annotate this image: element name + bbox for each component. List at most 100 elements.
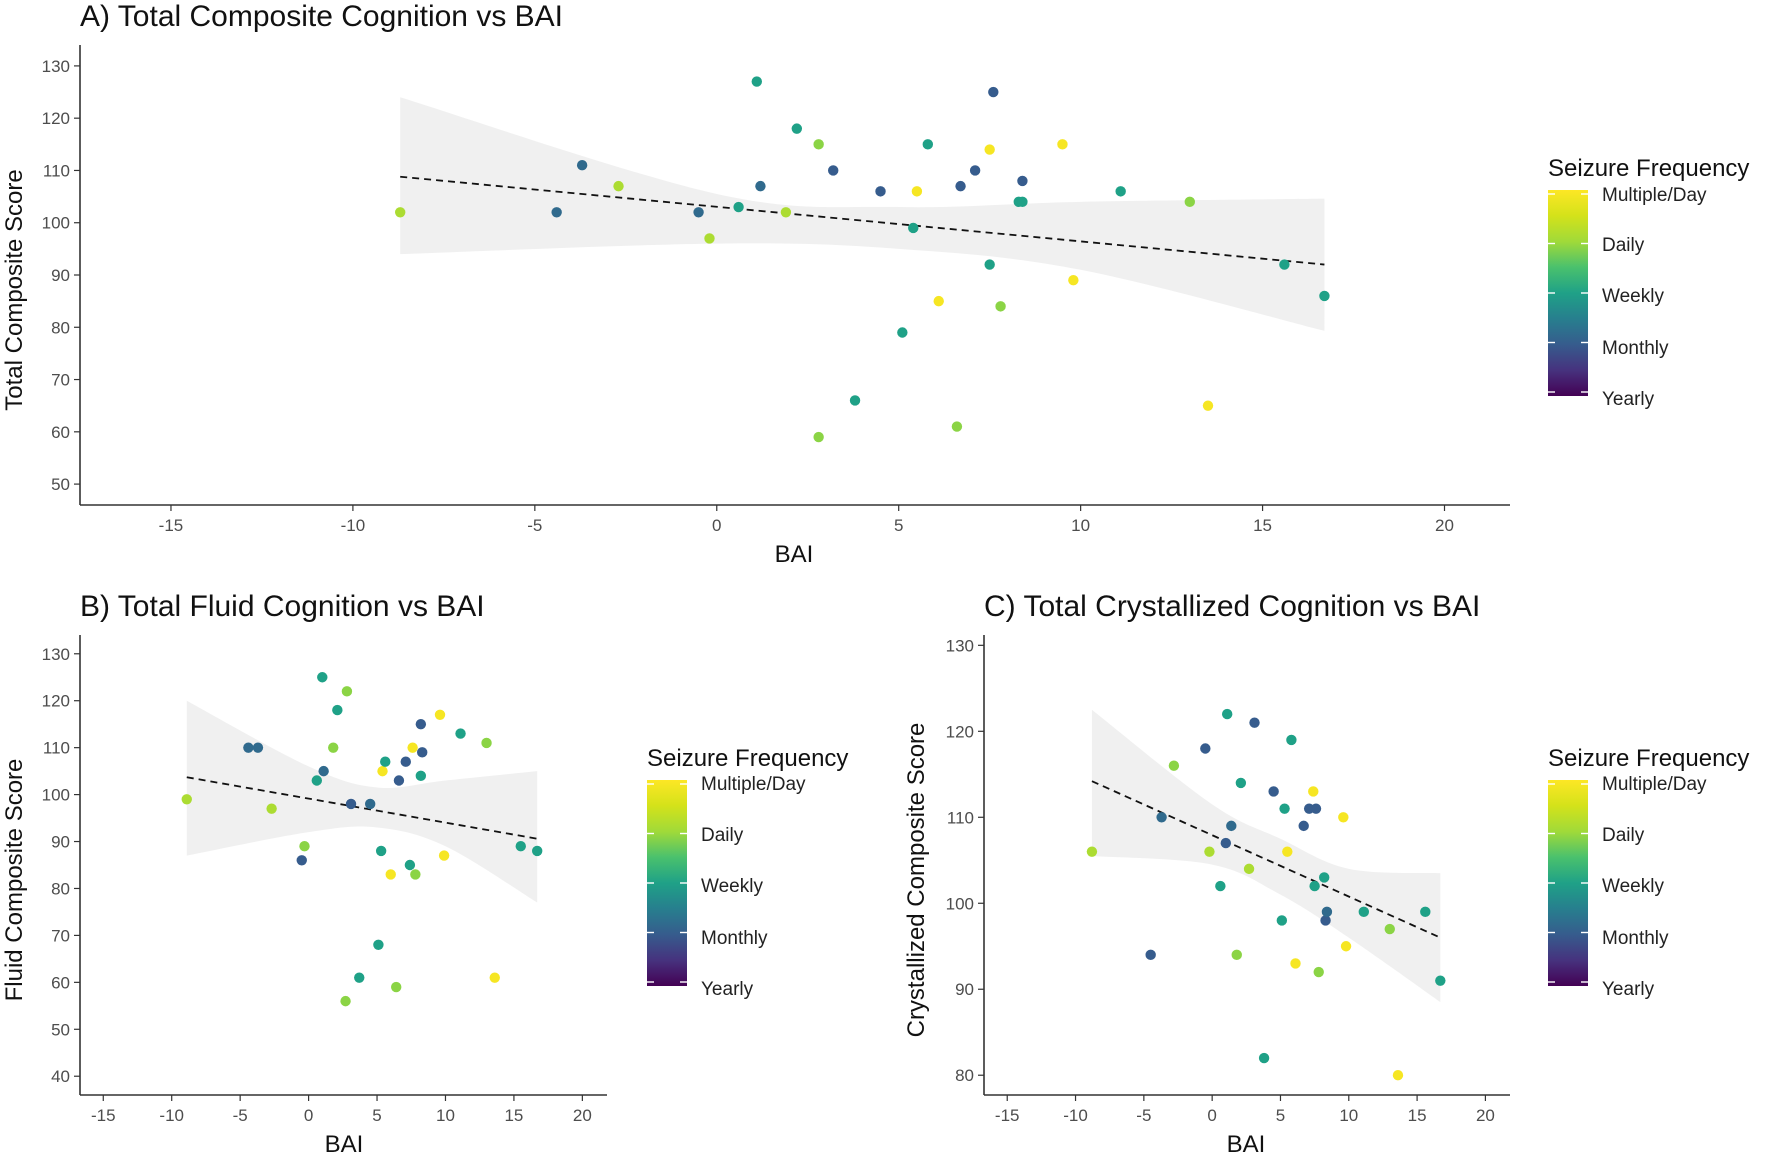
data-point [415,770,427,782]
data-point [995,301,1006,312]
data-point [417,747,428,758]
data-point [988,86,999,98]
y-tick-label: 80 [51,879,70,898]
data-point [181,794,192,805]
data-point [393,775,405,786]
data-point [1145,949,1156,961]
data-point [955,180,966,192]
panel-b-legend: Seizure Frequency Multiple/Day Daily Wee… [647,745,848,1000]
y-tick-label: 50 [51,1020,70,1039]
y-tick-label: 40 [51,1067,70,1086]
data-point [340,995,351,1007]
data-point [1320,915,1331,926]
data-point [410,869,421,880]
y-tick-label: 100 [42,214,70,233]
confidence-band [400,97,1325,331]
x-tick-label: 15 [1253,516,1272,535]
data-point [1220,837,1232,849]
panel-c-legend-yearly: Yearly [1602,979,1655,1000]
x-tick-label: 10 [436,1106,455,1125]
y-tick-label: 130 [946,636,974,655]
data-point [1286,734,1297,746]
data-point [1309,880,1320,892]
data-point [1279,803,1290,814]
panel-c-plot: -15 -10 -5 0 5 10 15 20 80 90 100 110 120 130 [946,635,1510,1125]
data-point [1226,820,1237,832]
confidence-band [186,700,538,903]
data-point [613,180,624,192]
data-point [299,841,310,852]
data-point [1243,863,1255,875]
panel-a: A) Total Composite Cognition vs BAI BAI … [1,0,1749,568]
x-tick-label: 5 [894,516,903,535]
data-point [1384,923,1395,935]
data-point [317,672,328,683]
data-point [481,737,492,749]
data-point [364,798,376,810]
panel-b-legend-daily: Daily [701,825,744,846]
panel-b-legend-title: Seizure Frequency [647,745,848,772]
panel-b-plot: -15 -10 -5 0 5 10 15 20 40 50 60 70 80 90 100 110 120 130 [42,635,607,1125]
y-tick-label: 110 [43,739,70,758]
y-tick-label: 120 [946,722,974,741]
data-point [1057,139,1068,150]
data-point [375,845,387,857]
data-point [391,981,402,993]
data-point [704,233,715,244]
data-point [1156,812,1167,823]
data-point [515,841,526,852]
data-point [751,76,762,87]
data-point [984,259,995,270]
data-point [243,742,254,753]
y-tick-label: 120 [42,692,70,711]
regression-line [400,175,1325,266]
data-point [1392,1070,1404,1081]
panel-b-legend-ticks [647,783,687,983]
data-point [849,395,861,406]
data-point [404,859,416,871]
y-tick-label: 90 [51,266,70,285]
y-tick-label: 110 [43,161,70,180]
data-point [733,201,744,213]
data-point [813,139,824,150]
x-tick-label: -5 [233,1106,248,1125]
data-point [1358,906,1370,918]
panel-c-legend-monthly: Monthly [1602,928,1669,949]
data-point [341,686,353,697]
data-point [296,855,307,866]
data-point [1338,812,1349,823]
data-point [693,207,704,218]
panel-a-legend-daily: Daily [1602,235,1645,256]
panel-b-x-axis-label: BAI [325,1131,364,1155]
data-point [531,845,543,857]
x-tick-label: 15 [504,1106,523,1125]
x-tick-label: 20 [1476,1106,1495,1125]
panel-c-x-axis-label: BAI [1227,1131,1266,1155]
data-point [407,742,418,753]
data-point [897,327,908,338]
data-point [328,742,339,753]
data-point [780,207,792,218]
data-point [1276,915,1288,926]
data-point [969,165,981,176]
data-point [1249,717,1260,728]
data-point [1290,958,1301,969]
data-point [951,421,963,432]
panel-b-legend-weekly: Weekly [701,876,763,897]
panel-a-x-axis-label: BAI [775,541,814,568]
data-point [1115,186,1126,197]
data-point [1313,966,1324,978]
data-point [922,139,934,150]
data-point [1318,872,1330,883]
y-tick-label: 80 [51,318,70,337]
data-point [1321,906,1333,918]
data-point [1298,820,1309,832]
x-tick-label: 0 [304,1106,313,1125]
data-point [576,160,588,171]
data-point [1308,786,1319,797]
data-point [434,709,446,720]
data-point [332,704,343,716]
data-point [1279,259,1290,270]
panel-b-legend-monthly: Monthly [701,928,768,949]
x-tick-label: 0 [1207,1106,1216,1125]
